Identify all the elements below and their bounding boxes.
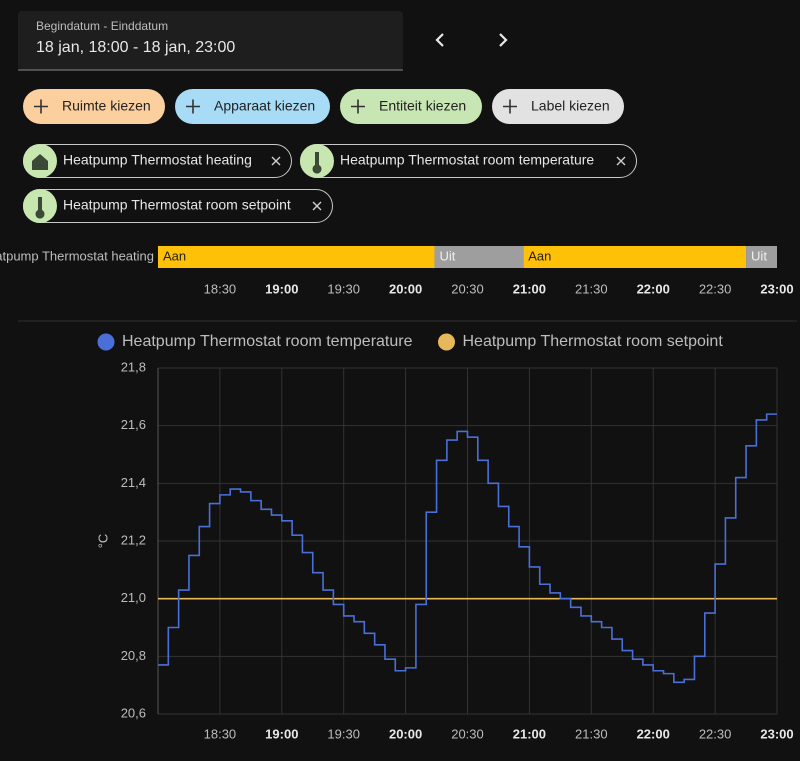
x-tick-label: 20:00 — [389, 726, 422, 741]
timeline-segment-label: Uit — [439, 248, 455, 263]
x-tick-label: 23:00 — [760, 726, 793, 741]
chip-remove[interactable] — [271, 156, 281, 166]
date-picker-label: Begindatum - Einddatum — [36, 19, 168, 33]
series-line — [158, 413, 777, 684]
timeline-segment-label: Uit — [751, 248, 767, 263]
target-button-label: Apparaat kiezen — [214, 98, 315, 114]
timeline-segment-label: Aan — [528, 248, 551, 263]
x-tick-label: 21:00 — [513, 726, 546, 741]
timeline-tick-label: 21:00 — [513, 281, 546, 296]
target-button[interactable] — [23, 89, 165, 124]
x-tick-label: 18:30 — [204, 726, 237, 741]
timeline-tick-label: 22:30 — [699, 281, 732, 296]
timeline-tick-label: 21:30 — [575, 281, 608, 296]
timeline-tick-label: 18:30 — [204, 281, 237, 296]
timeline-segment — [158, 246, 435, 268]
timeline-tick-label: 20:30 — [451, 281, 484, 296]
timeline-tick-label: 23:00 — [760, 281, 793, 296]
y-tick-label: 21,2 — [121, 532, 146, 547]
target-button[interactable] — [175, 89, 330, 124]
chip-label: Heatpump Thermostat heating — [63, 152, 252, 168]
legend-label[interactable]: Heatpump Thermostat room setpoint — [463, 333, 724, 350]
date-picker[interactable] — [18, 11, 403, 70]
plus-icon — [34, 99, 48, 114]
plus-icon — [503, 99, 517, 114]
x-tick-label: 19:30 — [327, 726, 360, 741]
plus-icon — [186, 99, 200, 114]
x-tick-label: 22:30 — [699, 726, 732, 741]
timeline-segment — [523, 246, 747, 268]
target-button[interactable] — [340, 89, 482, 124]
y-tick-label: 21,4 — [121, 475, 146, 490]
x-tick-label: 22:00 — [637, 726, 670, 741]
legend-swatch[interactable] — [97, 333, 115, 351]
date-picker-value: 18 jan, 18:00 - 18 jan, 23:00 — [36, 39, 235, 56]
timeline-tick-label: 19:00 — [265, 281, 298, 296]
house-icon — [32, 154, 48, 170]
timeline-tick-label: 20:00 — [389, 281, 422, 296]
timeline-tick-label: 22:00 — [637, 281, 670, 296]
y-tick-label: 21,8 — [121, 359, 146, 374]
target-button-label: Entiteit kiezen — [379, 98, 466, 114]
y-tick-label: 20,8 — [121, 648, 146, 663]
plus-icon — [351, 99, 365, 114]
target-button-label: Label kiezen — [531, 98, 610, 114]
legend-label[interactable]: Heatpump Thermostat room temperature — [122, 333, 413, 350]
x-tick-label: 21:30 — [575, 726, 608, 741]
chip-remove[interactable] — [312, 201, 322, 211]
y-tick-label: 21,0 — [121, 590, 146, 605]
x-tick-label: 19:00 — [265, 726, 298, 741]
next-button[interactable] — [499, 33, 508, 47]
timeline-segment — [434, 246, 524, 268]
y-tick-label: 20,6 — [121, 705, 146, 720]
timeline-segment — [746, 246, 777, 268]
chip-label: Heatpump Thermostat room temperature — [340, 152, 594, 168]
y-tick-label: 21,6 — [121, 417, 146, 432]
timeline-tick-label: 19:30 — [327, 281, 360, 296]
target-button[interactable] — [492, 89, 624, 124]
y-axis-label: °C — [95, 534, 110, 549]
previous-button[interactable] — [435, 33, 444, 47]
chip-label: Heatpump Thermostat room setpoint — [63, 197, 291, 213]
timeline-entity-label: Heatpump Thermostat heating — [0, 248, 154, 263]
x-tick-label: 20:30 — [451, 726, 484, 741]
timeline-segment-label: Aan — [163, 248, 186, 263]
thermometer-icon — [312, 152, 322, 174]
legend-swatch[interactable] — [438, 333, 455, 351]
chip-remove[interactable] — [616, 156, 626, 166]
thermometer-icon — [35, 197, 45, 219]
target-button-label: Ruimte kiezen — [62, 98, 151, 114]
